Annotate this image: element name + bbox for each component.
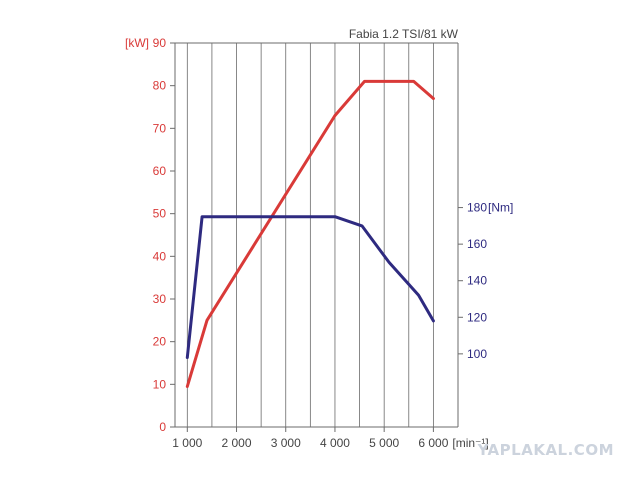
- torque-series-line: [185, 215, 435, 359]
- axes: [170, 42, 463, 432]
- labels: 0 10 20 30 40 50 60 70 80 90 [kW] 100 120 140 160 180 [N…: [125, 27, 513, 450]
- right-tick-label: 100: [467, 347, 487, 361]
- x-axis-unit: [min⁻¹]: [452, 436, 488, 450]
- right-tick-label: 160: [467, 237, 487, 251]
- left-tick-label: 80: [153, 79, 167, 93]
- x-tick-label: 6 000: [418, 436, 448, 450]
- chart-title: Fabia 1.2 TSI/81 kW: [349, 27, 459, 41]
- watermark-text: YAPLAKAL.COM: [477, 441, 614, 459]
- right-axis-unit: [Nm]: [488, 201, 513, 215]
- x-tick-label: 5 000: [369, 436, 399, 450]
- right-tick-label: 140: [467, 274, 487, 288]
- left-tick-label: 60: [153, 164, 167, 178]
- right-tick-label: 120: [467, 310, 487, 324]
- left-tick-label: 10: [153, 377, 167, 391]
- x-tick-label: 1 000: [172, 436, 202, 450]
- left-tick-label: 0: [159, 420, 166, 434]
- series: [185, 79, 435, 388]
- left-tick-label: 20: [153, 335, 167, 349]
- x-tick-label: 3 000: [271, 436, 301, 450]
- x-tick-label: 4 000: [320, 436, 350, 450]
- left-tick-label: 90: [153, 36, 167, 50]
- grid: [186, 43, 434, 427]
- left-axis-unit: [kW]: [125, 36, 149, 50]
- left-tick-label: 30: [153, 292, 167, 306]
- right-tick-label: 180: [467, 201, 487, 215]
- power-series-line: [185, 79, 435, 388]
- x-tick-label: 2 000: [222, 436, 252, 450]
- left-tick-label: 50: [153, 207, 167, 221]
- left-tick-label: 40: [153, 249, 167, 263]
- left-tick-label: 70: [153, 121, 167, 135]
